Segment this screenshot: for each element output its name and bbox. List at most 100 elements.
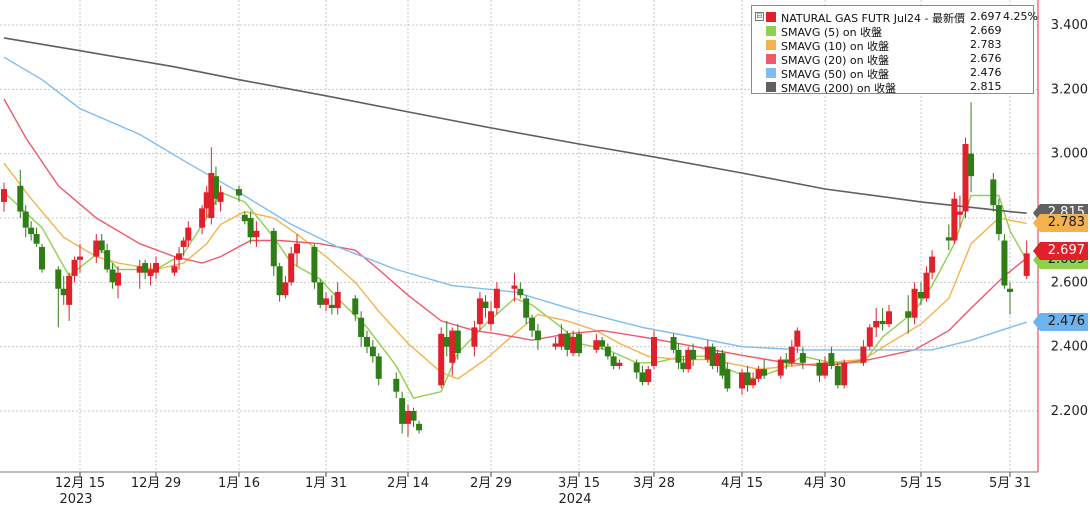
candle bbox=[199, 205, 206, 235]
candle bbox=[995, 198, 1002, 241]
candle bbox=[393, 372, 400, 399]
candle-body bbox=[393, 378, 400, 392]
candle bbox=[247, 211, 254, 244]
candle bbox=[449, 327, 456, 376]
candle-body bbox=[66, 275, 73, 305]
candle bbox=[685, 346, 692, 373]
candle-body bbox=[680, 362, 687, 370]
legend-name: SMAVG (200) on 收盤 bbox=[781, 82, 897, 95]
candle bbox=[217, 185, 224, 212]
candle-body bbox=[552, 343, 559, 347]
candle-body bbox=[410, 411, 417, 421]
candle-body bbox=[886, 311, 892, 325]
legend-row-price[interactable]: ⊟ NATURAL GAS FUTR Jul24 - 最新價 2.697 4.2… bbox=[754, 10, 1038, 25]
candle bbox=[517, 282, 524, 299]
candle bbox=[270, 227, 277, 276]
legend-swatch-sma50 bbox=[766, 68, 776, 78]
candle-body bbox=[564, 333, 571, 350]
candle bbox=[761, 359, 768, 379]
candle bbox=[719, 349, 726, 379]
candle bbox=[405, 404, 411, 437]
price-tag: 2.783 bbox=[1033, 214, 1088, 232]
candle-body bbox=[77, 256, 83, 260]
candle bbox=[471, 320, 478, 357]
candle-body bbox=[416, 423, 423, 431]
legend-row-sma20[interactable]: SMAVG (20) on 收盤 2.676 bbox=[754, 52, 1033, 67]
candle-body bbox=[317, 282, 324, 305]
candle-body bbox=[719, 353, 726, 376]
candle bbox=[873, 308, 880, 338]
candlesticks bbox=[1, 102, 1030, 437]
legend-row-sma10[interactable]: SMAVG (10) on 收盤 2.783 bbox=[754, 38, 1033, 53]
legend-swatch-sma5 bbox=[766, 26, 776, 36]
candle-body bbox=[60, 288, 67, 296]
candle-body bbox=[454, 330, 461, 354]
candle bbox=[323, 291, 329, 312]
candle bbox=[104, 243, 111, 273]
candle bbox=[109, 263, 116, 289]
candle-body bbox=[517, 288, 524, 296]
candle-body bbox=[153, 263, 159, 273]
legend-row-sma5[interactable]: SMAVG (5) on 收盤 2.669 bbox=[754, 24, 1033, 39]
candle bbox=[841, 359, 848, 389]
candle-body bbox=[724, 369, 731, 389]
candle-body bbox=[744, 372, 751, 386]
candle bbox=[276, 263, 283, 302]
candle bbox=[860, 340, 867, 366]
candle bbox=[816, 359, 823, 383]
candle-body bbox=[511, 285, 518, 289]
candle-body bbox=[570, 337, 577, 354]
x-tick-label: 4月 15 bbox=[721, 476, 763, 491]
candle bbox=[328, 295, 335, 315]
legend-collapse-icon[interactable]: ⊟ bbox=[755, 12, 764, 21]
candle bbox=[253, 221, 260, 247]
candle-body bbox=[860, 346, 867, 363]
candle-body bbox=[956, 211, 963, 215]
candle-body bbox=[841, 362, 848, 386]
candle-body bbox=[704, 346, 711, 360]
candle-body bbox=[783, 359, 790, 363]
candle-body bbox=[639, 372, 646, 383]
candle bbox=[680, 356, 687, 373]
y-tick-label: 2.200 bbox=[1051, 404, 1088, 419]
candle-body bbox=[199, 208, 206, 228]
candle bbox=[115, 266, 121, 299]
candle bbox=[783, 353, 790, 370]
candle-body bbox=[176, 253, 183, 260]
candle-body bbox=[71, 259, 78, 276]
candle-body bbox=[873, 320, 880, 328]
candle bbox=[610, 353, 617, 370]
x-tick-label: 3月 28 bbox=[633, 476, 675, 491]
candle bbox=[905, 295, 912, 334]
candle bbox=[704, 340, 711, 363]
candle-body bbox=[968, 153, 975, 177]
candle bbox=[236, 185, 242, 202]
candle-body bbox=[788, 346, 795, 363]
candle bbox=[482, 295, 489, 318]
legend-name: SMAVG (10) on 收盤 bbox=[781, 40, 890, 53]
candle bbox=[739, 369, 745, 395]
candle bbox=[828, 346, 835, 370]
candle-body bbox=[241, 214, 248, 222]
candle bbox=[364, 330, 370, 354]
candle bbox=[529, 314, 536, 338]
candle-body bbox=[93, 240, 100, 257]
legend-row-sma50[interactable]: SMAVG (50) on 收盤 2.476 bbox=[754, 66, 1033, 81]
chart-legend[interactable]: ⊟ NATURAL GAS FUTR Jul24 - 最新價 2.697 4.2… bbox=[751, 5, 1038, 95]
candle-body bbox=[794, 330, 801, 347]
candle-body bbox=[834, 365, 841, 386]
candle-body bbox=[98, 240, 105, 251]
candle bbox=[71, 256, 78, 283]
candle bbox=[142, 259, 149, 280]
x-tick-label: 4月 30 bbox=[804, 476, 846, 491]
candle-body bbox=[323, 298, 329, 305]
candle bbox=[98, 234, 105, 254]
legend-row-sma200[interactable]: SMAVG (200) on 收盤 2.815 bbox=[754, 80, 1033, 95]
x-tick-label: 5月 31 bbox=[989, 476, 1031, 491]
candle-body bbox=[449, 330, 456, 363]
candle bbox=[282, 275, 289, 299]
candle bbox=[879, 308, 886, 331]
y-tick-label: 3.000 bbox=[1051, 147, 1088, 162]
candle-body bbox=[945, 237, 952, 241]
candle-body bbox=[471, 327, 478, 347]
